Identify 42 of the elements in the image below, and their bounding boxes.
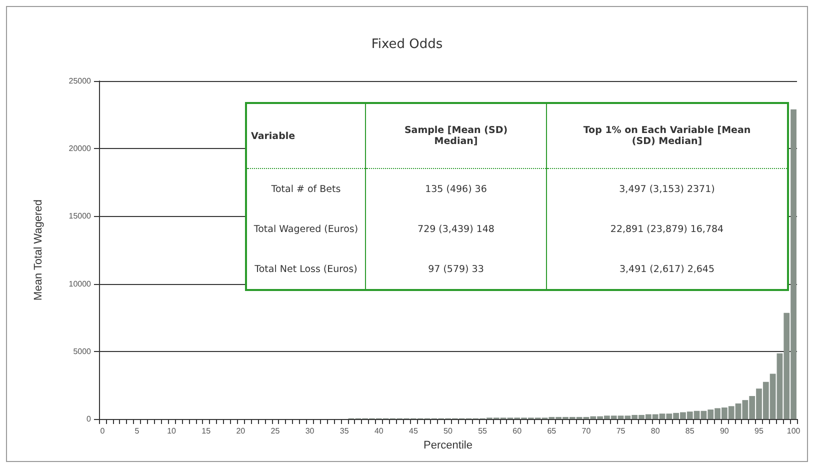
y-tick-label: 5000	[73, 346, 92, 356]
x-tick-label: 0	[100, 426, 106, 436]
annotation: 22,891 (23,879) 16,784	[546, 209, 788, 249]
annotation: Total Wagered (Euros)	[246, 209, 366, 249]
x-tick-label: 80	[650, 426, 660, 436]
x-tick-label: 50	[444, 426, 453, 436]
annotation: Total Net Loss (Euros)	[246, 249, 366, 290]
x-tick-label: 10	[167, 426, 177, 436]
annotation: 3,491 (2,617) 2,645	[546, 249, 788, 290]
y-axis-title: Mean Total Wagered	[32, 200, 44, 300]
y-tick-label: 15000	[68, 212, 92, 221]
annotation: Sample [Mean (SD) Median]	[366, 103, 546, 168]
x-tick-label: 60	[512, 426, 522, 436]
annotation: Top 1% on Each Variable [Mean (SD) Median]	[546, 103, 788, 168]
x-tick-label: 40	[374, 426, 384, 436]
x-tick-label: 45	[408, 426, 418, 436]
y-tick-label: 20000	[68, 144, 92, 154]
x-tick-label: 5	[134, 426, 140, 436]
annotation: 97 (579) 33	[366, 249, 546, 290]
x-tick-label: 75	[616, 426, 626, 436]
annotation: Total # of Bets	[246, 168, 366, 209]
x-tick-label: 65	[547, 426, 557, 436]
annotation: 135 (496) 36	[366, 168, 546, 209]
x-tick-label: 85	[685, 426, 695, 436]
annotation: Variable	[246, 103, 366, 168]
y-tick-label: 10000	[68, 279, 92, 288]
x-tick-label: 30	[305, 426, 315, 436]
x-axis-title: Percentile	[424, 439, 472, 452]
x-tick-label: 15	[202, 426, 212, 436]
x-tick-label: 55	[478, 426, 488, 436]
y-tick-label: 0	[86, 414, 92, 424]
x-tick-label: 90	[720, 426, 730, 436]
x-tick-label: 100	[786, 426, 801, 436]
x-tick-label: 25	[270, 426, 280, 436]
annotation: 729 (3,439) 148	[366, 209, 546, 249]
y-tick-label: 25000	[68, 76, 92, 86]
x-tick-label: 95	[754, 426, 764, 436]
x-tick-label: 35	[340, 426, 350, 436]
annotation: 3,497 (3,153) 2371)	[546, 168, 788, 209]
x-tick-label: 70	[582, 426, 592, 436]
chart-title: Fixed Odds	[371, 37, 443, 52]
x-tick-label: 20	[236, 426, 246, 436]
